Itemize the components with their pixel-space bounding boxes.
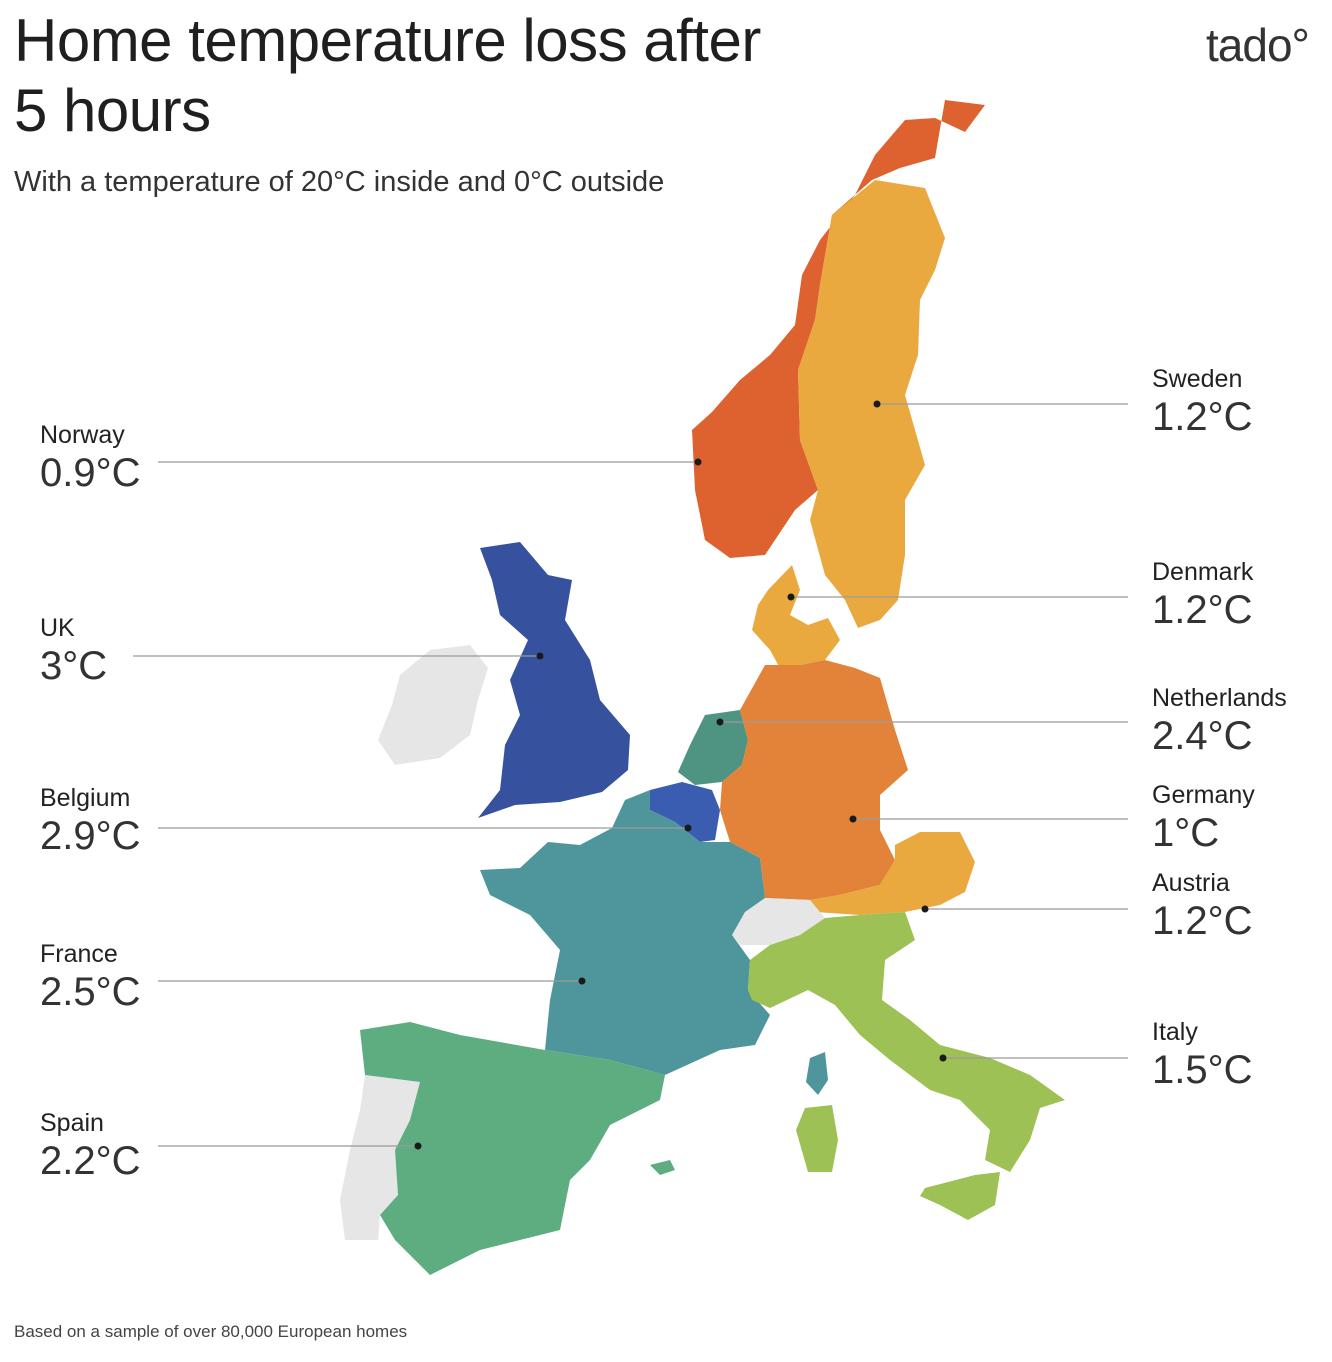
italy-name: Italy (1152, 1018, 1198, 1046)
balearic-islands-shape (650, 1160, 675, 1175)
brand-logo: tado° (1206, 19, 1310, 71)
denmark-value: 1.2°C (1152, 588, 1253, 632)
denmark-marker-dot (787, 593, 795, 601)
label-netherlands: Netherlands 2.4°C (1152, 683, 1287, 759)
label-belgium: Belgium 2.9°C (40, 783, 141, 859)
ireland-shape (378, 645, 488, 765)
sardinia-shape (796, 1105, 838, 1172)
germany-shape (720, 660, 908, 900)
austria-name: Austria (1152, 869, 1230, 897)
italy-marker-dot (939, 1054, 947, 1062)
label-norway: Norway 0.9°C (40, 420, 141, 496)
netherlands-name: Netherlands (1152, 684, 1287, 712)
uk-marker-dot (536, 652, 544, 660)
sweden-shape (798, 180, 945, 628)
denmark-shape (752, 565, 840, 672)
label-austria: Austria 1.2°C (1152, 868, 1253, 944)
germany-marker-dot (849, 815, 857, 823)
france-marker-dot (578, 977, 586, 985)
austria-value: 1.2°C (1152, 899, 1253, 943)
page-subtitle: With a temperature of 20°C inside and 0°… (14, 166, 665, 198)
portugal-shape (340, 1075, 420, 1240)
label-france: France 2.5°C (40, 939, 141, 1015)
netherlands-shape (678, 710, 748, 785)
label-sweden: Sweden 1.2°C (1152, 364, 1253, 440)
spain-marker-dot (414, 1142, 422, 1150)
norway-value: 0.9°C (40, 451, 141, 495)
sweden-value: 1.2°C (1152, 395, 1253, 439)
netherlands-marker-dot (716, 718, 724, 726)
italy-shape (748, 912, 1065, 1172)
label-germany: Germany 1°C (1152, 780, 1255, 856)
label-denmark: Denmark 1.2°C (1152, 557, 1253, 633)
france-shape (480, 790, 770, 1075)
belgium-name: Belgium (40, 784, 131, 812)
austria-shape (810, 832, 975, 915)
germany-value: 1°C (1152, 811, 1220, 855)
spain-value: 2.2°C (40, 1139, 141, 1183)
spain-shape (360, 1022, 665, 1275)
corsica-shape (806, 1052, 828, 1095)
uk-name: UK (40, 614, 75, 642)
page-title: Home temperature loss after 5 hours (14, 7, 761, 144)
germany-name: Germany (1152, 781, 1255, 809)
netherlands-value: 2.4°C (1152, 714, 1253, 758)
spain-name: Spain (40, 1109, 104, 1137)
sweden-marker-dot (873, 400, 881, 408)
norway-name: Norway (40, 421, 125, 449)
uk-shape (478, 542, 630, 818)
label-spain: Spain 2.2°C (40, 1108, 141, 1184)
austria-marker-dot (921, 905, 929, 913)
footnote: Based on a sample of over 80,000 Europea… (14, 1322, 408, 1341)
uk-value: 3°C (40, 644, 108, 688)
norway-shape (692, 100, 985, 558)
label-italy: Italy 1.5°C (1152, 1017, 1253, 1093)
italy-value: 1.5°C (1152, 1048, 1253, 1092)
sicily-shape (920, 1172, 1000, 1220)
belgium-shape (650, 782, 720, 842)
france-name: France (40, 940, 118, 968)
label-uk: UK 3°C (40, 613, 107, 689)
belgium-marker-dot (684, 824, 692, 832)
belgium-value: 2.9°C (40, 814, 141, 858)
switzerland-shape (732, 898, 825, 945)
sweden-name: Sweden (1152, 365, 1243, 393)
denmark-name: Denmark (1152, 558, 1254, 586)
france-value: 2.5°C (40, 970, 141, 1014)
norway-marker-dot (694, 458, 702, 466)
